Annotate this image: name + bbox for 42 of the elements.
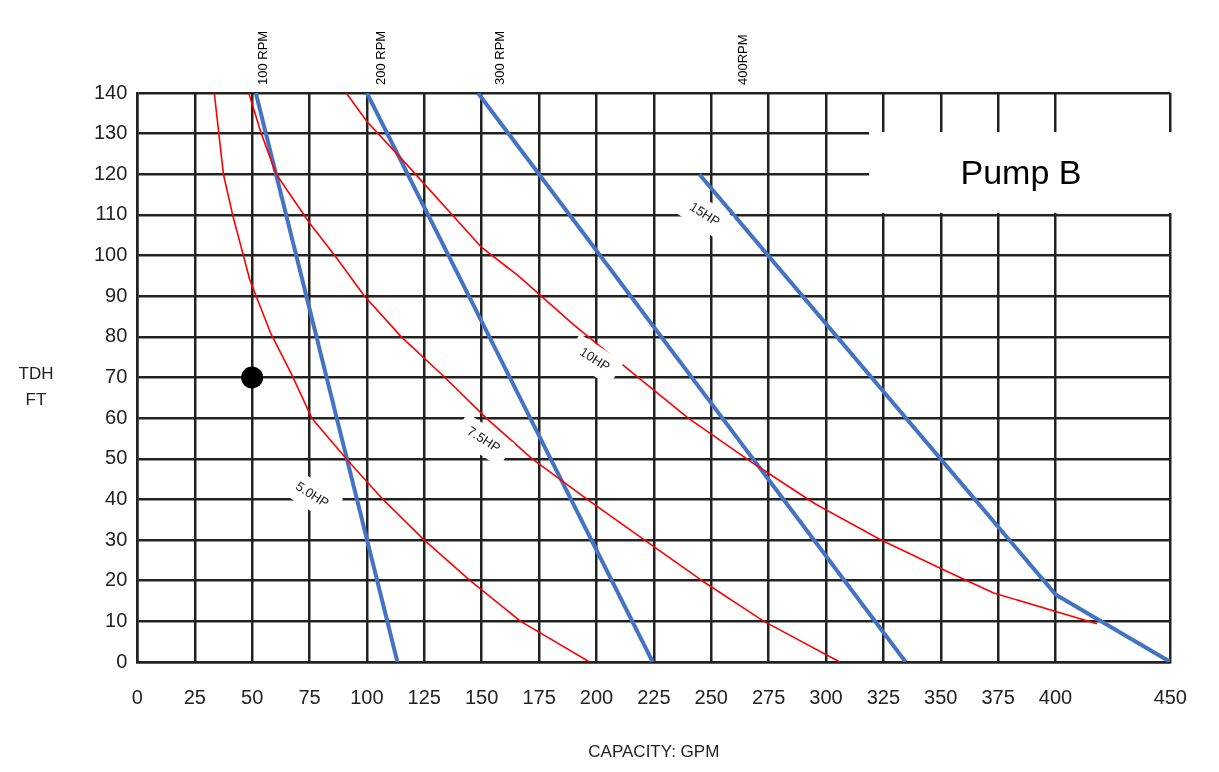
x-tick-label: 25: [183, 685, 206, 708]
y-tick-label: 110: [95, 202, 128, 225]
x-tick-label: 50: [241, 685, 264, 708]
y-tick-label: 60: [105, 405, 128, 428]
x-tick-label: 325: [866, 685, 901, 708]
x-tick-label: 250: [694, 685, 728, 708]
x-tick-label: 150: [465, 685, 499, 708]
annotation: 15HP: [687, 198, 723, 230]
x-tick-label: 200: [579, 685, 614, 708]
y-tick-label: 100: [93, 243, 128, 266]
x-tick-label: 300: [809, 685, 843, 708]
y-tick-label: 20: [105, 568, 128, 591]
text: 200 RPM: [373, 30, 389, 85]
x-tick-label: 175: [522, 685, 556, 708]
x-tick-label: 400: [1038, 685, 1073, 708]
y-axis-title: TDH FT: [18, 364, 54, 410]
y-tick-label: 10: [105, 608, 128, 631]
annotation: 10HP: [577, 343, 613, 375]
y-tick-label: 80: [105, 324, 128, 347]
x-tick-label: 75: [298, 685, 321, 708]
y-tick-label: 70: [105, 365, 128, 388]
y-tick-label: 0: [116, 649, 128, 672]
text: 400RPM: [735, 34, 751, 85]
x-tick-label: 275: [751, 685, 786, 708]
text: 300 RPM: [491, 30, 507, 85]
y-tick-label: 130: [93, 121, 128, 144]
y-tick-label: 50: [105, 446, 128, 469]
y-tick-label: 90: [105, 283, 128, 306]
x-tick-label: 0: [131, 685, 143, 708]
x-tick-label: 125: [407, 685, 441, 708]
x-tick-label: 375: [981, 685, 1015, 708]
y-tick-label: 40: [105, 486, 128, 509]
x-axis-title: CAPACITY: GPM: [588, 741, 720, 761]
text: 100 RPM: [254, 30, 270, 85]
y-tick-label: 120: [93, 161, 128, 184]
x-tick-label: 450: [1153, 685, 1187, 708]
x-tick-label: 100: [350, 685, 384, 708]
y-tick-label: 30: [105, 527, 128, 550]
y-tick-label: 140: [93, 80, 128, 103]
title-panel: Pump B: [869, 132, 1173, 213]
x-tick-label: 350: [924, 685, 958, 708]
x-tick-label: 225: [637, 685, 671, 708]
